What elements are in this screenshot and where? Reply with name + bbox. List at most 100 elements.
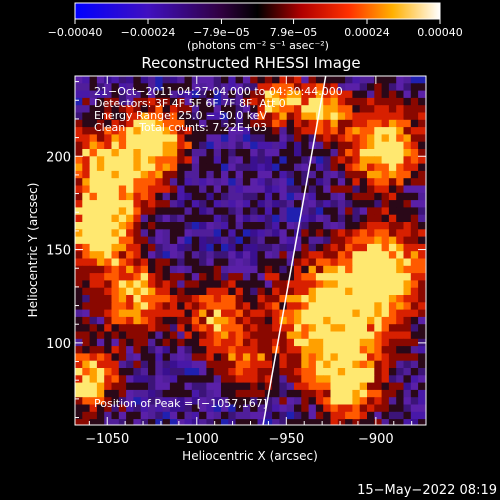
heatmap-cell [199, 170, 207, 179]
heatmap-cell [381, 76, 390, 84]
heatmap-cell [330, 382, 339, 391]
heatmap-cell [381, 375, 390, 383]
heatmap-cell [148, 273, 156, 281]
heatmap-cell [169, 258, 178, 267]
heatmap-cell [206, 375, 215, 383]
heatmap-cell [308, 105, 317, 113]
heatmap-cell [148, 316, 156, 325]
heatmap-cell [294, 411, 302, 420]
heatmap-cell [199, 251, 207, 259]
heatmap-cell [396, 346, 404, 354]
heatmap-cell [425, 375, 426, 383]
heatmap-cell [213, 251, 222, 259]
heatmap-cell [367, 404, 375, 413]
heatmap-cell [96, 90, 105, 99]
heatmap-cell [294, 76, 302, 84]
heatmap-cell [418, 295, 426, 303]
heatmap-cell [403, 200, 412, 208]
heatmap-cell [133, 192, 142, 201]
heatmap-cell [184, 97, 193, 106]
heatmap-cell [286, 105, 295, 113]
heatmap-cell [221, 83, 229, 91]
heatmap-cell [140, 76, 149, 84]
heatmap-cell [199, 83, 207, 91]
heatmap-cell [337, 280, 346, 289]
heatmap-cell [374, 163, 382, 172]
heatmap-cell [410, 353, 419, 362]
heatmap-cell [213, 353, 222, 362]
heatmap-cell [352, 222, 361, 230]
heatmap-cell [213, 280, 222, 289]
heatmap-cell [418, 83, 426, 91]
heatmap-cell [301, 127, 309, 135]
heatmap-cell [104, 214, 112, 223]
heatmap-cell [367, 83, 375, 91]
heatmap-cell [359, 316, 368, 325]
colorbar [74, 2, 441, 20]
heatmap-cell [250, 382, 258, 391]
heatmap-cell [250, 192, 258, 201]
heatmap-cell [111, 222, 120, 230]
heatmap-cell [169, 243, 178, 252]
heatmap-cell [323, 419, 331, 425]
heatmap-cell [191, 368, 200, 376]
heatmap-cell [352, 105, 361, 113]
heatmap-cell [388, 119, 397, 128]
heatmap-cell [206, 134, 215, 143]
heatmap-cell [403, 375, 412, 383]
heatmap-cell [82, 112, 90, 121]
heatmap-cell [315, 382, 324, 391]
heatmap-cell [286, 163, 295, 172]
heatmap-cell [294, 419, 302, 425]
heatmap-cell [75, 360, 83, 369]
heatmap-cell [367, 382, 375, 391]
heatmap-cell [410, 273, 419, 281]
heatmap-cell [308, 229, 317, 237]
heatmap-cell [403, 287, 412, 296]
heatmap-cell [140, 389, 149, 398]
heatmap-cell [75, 295, 83, 303]
heatmap-cell [75, 389, 83, 398]
heatmap-cell [308, 404, 317, 413]
heatmap-cell [388, 134, 397, 143]
heatmap-cell [279, 112, 288, 121]
heatmap-cell [352, 178, 361, 186]
heatmap-cell [89, 353, 98, 362]
heatmap-cell [396, 90, 404, 99]
heatmap-cell [418, 236, 426, 245]
heatmap-cell [177, 382, 185, 391]
heatmap-cell [235, 76, 244, 84]
heatmap-cell [118, 309, 127, 318]
heatmap-cell [286, 382, 295, 391]
heatmap-cell [301, 178, 309, 186]
heatmap-cell [425, 200, 426, 208]
heatmap-cell [169, 324, 178, 332]
heatmap-cell [191, 382, 200, 391]
heatmap-cell [272, 156, 280, 164]
heatmap-cell [235, 251, 244, 259]
heatmap-cell [330, 280, 339, 289]
heatmap-cell [235, 134, 244, 143]
heatmap-cell [191, 375, 200, 383]
heatmap-cell [250, 302, 258, 310]
heatmap-cell [374, 170, 382, 179]
heatmap-cell [308, 280, 317, 289]
heatmap-cell [206, 236, 215, 245]
heatmap-cell [279, 280, 288, 289]
heatmap-cell [367, 368, 375, 376]
heatmap-cell [396, 229, 404, 237]
heatmap-cell [235, 207, 244, 216]
heatmap-cell [140, 324, 149, 332]
heatmap-cell [381, 302, 390, 310]
heatmap-cell [75, 207, 83, 216]
heatmap-cell [75, 404, 83, 413]
heatmap-cell [235, 149, 244, 157]
heatmap-cell [250, 222, 258, 230]
heatmap-cell [257, 324, 266, 332]
heatmap-cell [155, 295, 163, 303]
heatmap-cell [286, 200, 295, 208]
heatmap-cell [191, 163, 200, 172]
heatmap-cell [162, 397, 171, 405]
heatmap-cell [308, 200, 317, 208]
heatmap-cell [359, 192, 368, 201]
